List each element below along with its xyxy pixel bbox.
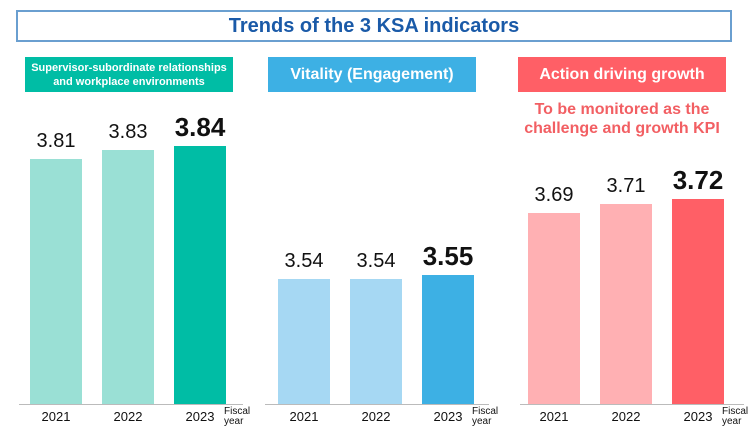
x-axis-line: [265, 404, 489, 405]
panel-label-vitality: Vitality (Engagement): [268, 57, 476, 92]
chart-title: Trends of the 3 KSA indicators: [16, 10, 732, 42]
x-axis-title: Fiscal year: [224, 406, 251, 427]
x-tick-label: 2023: [185, 409, 215, 424]
data-label: 3.84: [174, 111, 226, 142]
bar-2022: [102, 150, 154, 404]
bar-2021: [30, 159, 82, 404]
data-label: 3.83: [108, 121, 148, 144]
x-tick-label: 2021: [539, 409, 569, 424]
x-axis-title: Fiscal year: [722, 406, 749, 427]
data-label: 3.71: [606, 174, 646, 197]
bar-2023: [422, 274, 474, 404]
bar-2021: [278, 279, 330, 404]
x-tick-label: 2022: [113, 409, 143, 424]
bar-2023: [672, 199, 724, 404]
data-label: 3.54: [284, 250, 324, 273]
data-label: 3.72: [672, 165, 724, 196]
x-tick-label: 2022: [611, 409, 641, 424]
bar-2022: [350, 279, 402, 404]
data-label: 3.69: [534, 183, 574, 206]
x-tick-label: 2022: [361, 409, 391, 424]
x-tick-label: 2021: [41, 409, 71, 424]
bar-2021: [528, 212, 580, 404]
kpi-note: To be monitored as the challenge and gro…: [524, 101, 720, 137]
bar-2023: [174, 145, 226, 404]
data-label: 3.55: [422, 240, 474, 271]
x-tick-label: 2021: [289, 409, 319, 424]
x-axis-line: [520, 404, 744, 405]
data-label: 3.54: [356, 250, 396, 273]
x-axis-line: [19, 404, 243, 405]
x-axis-title: Fiscal year: [472, 406, 499, 427]
data-label: 3.81: [36, 130, 76, 153]
bar-2022: [600, 203, 652, 404]
panel-label-supervisor: Supervisor-subordinate relationships and…: [25, 57, 233, 92]
x-tick-label: 2023: [683, 409, 713, 424]
x-tick-label: 2023: [433, 409, 463, 424]
panel-label-action: Action driving growth: [518, 57, 726, 92]
